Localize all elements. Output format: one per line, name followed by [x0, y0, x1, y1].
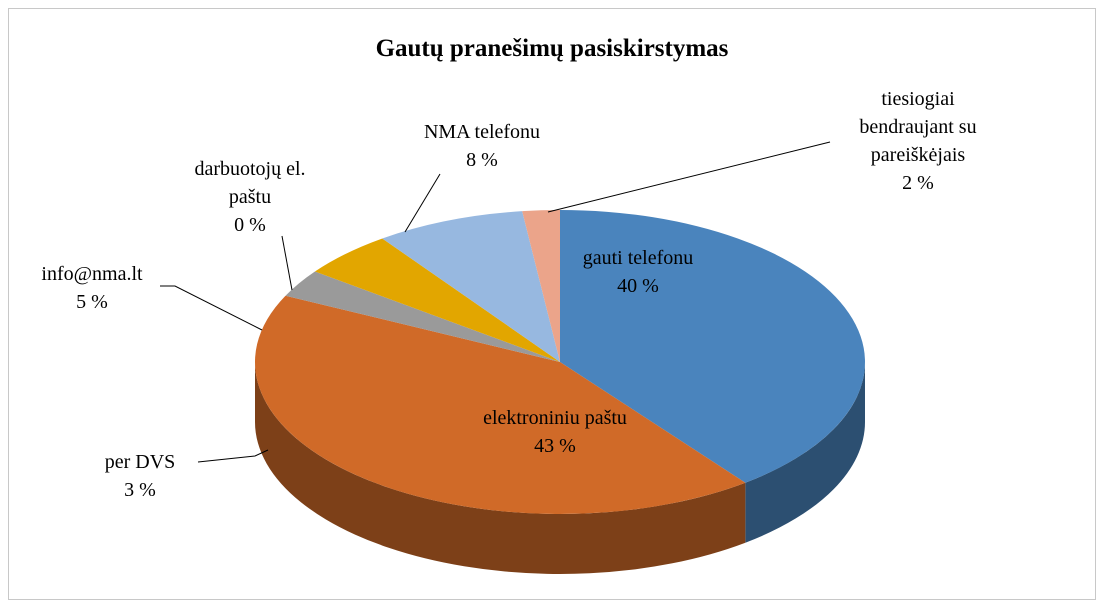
pie-tops	[254, 210, 866, 514]
leader-line	[197, 449, 269, 463]
category-label: per DVS	[104, 451, 176, 473]
value-label: 2 %	[902, 172, 934, 194]
leader-line	[281, 235, 293, 291]
pie-wall	[745, 362, 865, 543]
value-label: 43 %	[534, 435, 576, 457]
pie-slice	[314, 238, 560, 362]
slice-label: per DVS 3 %	[75, 448, 205, 504]
value-label: 5 %	[76, 291, 108, 313]
leader-lines	[160, 141, 831, 463]
leader-line	[547, 141, 831, 213]
slice-label: gauti telefonu 40 %	[538, 244, 738, 300]
slice-label: elektroniniu paštu 43 %	[435, 404, 675, 460]
value-label: 0 %	[234, 214, 266, 236]
pie-slice	[254, 295, 746, 514]
pie-wall	[254, 362, 746, 574]
pie-slice	[382, 211, 560, 362]
category-label: darbuotojų el. paštu	[194, 158, 306, 208]
value-label: 8 %	[466, 149, 498, 171]
value-label: 3 %	[124, 479, 156, 501]
chart-title: Gautų pranešimų pasiskirstymas	[376, 35, 729, 62]
category-label: tiesiogiai bendraujant su pareiškėjais	[859, 88, 977, 166]
pie-slice	[522, 210, 560, 362]
leader-line	[160, 285, 263, 331]
slice-label: info@nma.lt 5 %	[12, 260, 172, 316]
pie-slice	[285, 271, 560, 362]
category-label: NMA telefonu	[423, 121, 541, 143]
category-label: elektroniniu paštu	[483, 407, 627, 429]
slice-label: tiesiogiai bendraujant su pareiškėjais 2 …	[838, 85, 998, 197]
pie-slice	[560, 210, 866, 483]
value-label: 40 %	[617, 275, 659, 297]
category-label: gauti telefonu	[582, 247, 694, 269]
slice-label: darbuotojų el. paštu 0 %	[175, 155, 325, 239]
slice-label: NMA telefonu 8 %	[382, 118, 582, 174]
category-label: info@nma.lt	[41, 263, 143, 285]
leader-line	[404, 173, 441, 233]
pie-walls	[254, 362, 865, 574]
